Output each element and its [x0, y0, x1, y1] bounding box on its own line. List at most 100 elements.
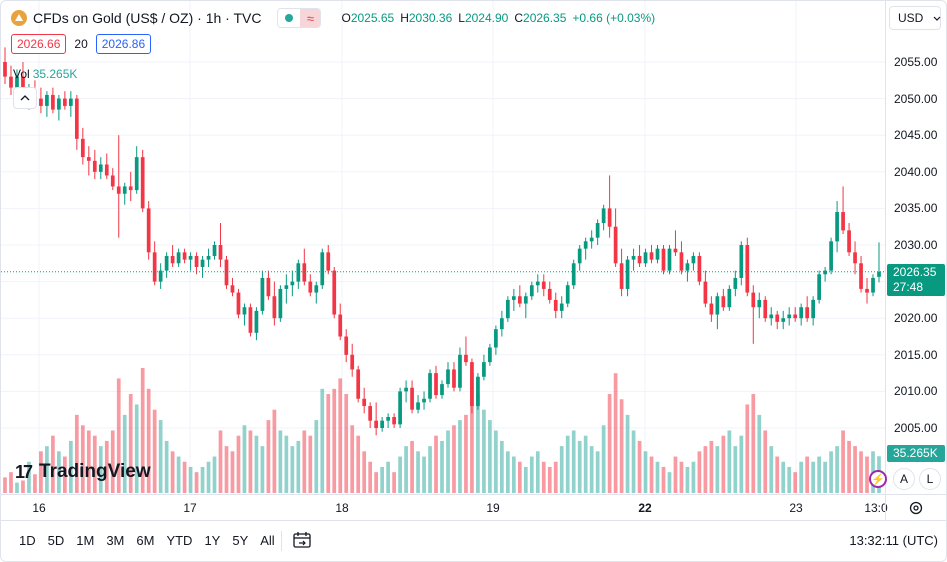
candle-body	[338, 314, 343, 337]
candle-body	[410, 387, 414, 410]
volume-bar	[104, 440, 109, 493]
candle	[625, 255, 630, 297]
candle-body	[63, 98, 67, 106]
candle	[134, 146, 139, 194]
candle	[39, 87, 43, 114]
candlestick-chart[interactable]	[1, 1, 885, 494]
tradingview-logo[interactable]: 17 TradingView	[15, 461, 151, 483]
candle-body	[661, 248, 666, 271]
volume-bar	[583, 435, 588, 493]
buy-button[interactable]: 2026.86	[95, 34, 152, 54]
candle	[230, 277, 235, 297]
candle	[254, 307, 259, 341]
candle-body	[835, 212, 839, 242]
status-dot-icon	[285, 14, 294, 22]
volume-bar	[649, 456, 654, 493]
candle	[272, 281, 277, 326]
range-button-3m[interactable]: 3M	[106, 533, 125, 548]
candle-body	[86, 157, 91, 161]
candle-body	[332, 270, 337, 315]
volume-bar	[338, 378, 343, 493]
range-button-all[interactable]: All	[260, 533, 275, 548]
range-button-1y[interactable]: 1Y	[204, 533, 221, 548]
volume-bar	[3, 477, 7, 493]
price-axis[interactable]: 2055.00 2050.00 2045.00 2040.00 2035.00 2030.…	[885, 1, 946, 494]
volume-bar	[703, 446, 708, 493]
chart-pane[interactable]	[1, 1, 885, 494]
gold-coin-icon[interactable]	[11, 10, 27, 26]
log-scale-button[interactable]: L	[919, 468, 941, 490]
volume-bar	[272, 409, 277, 493]
candle	[877, 242, 881, 283]
range-button-5y[interactable]: 5Y	[232, 533, 249, 548]
candle-body	[110, 175, 115, 187]
log-scale-label: L	[926, 472, 934, 486]
candle	[619, 248, 624, 297]
candle	[110, 168, 115, 191]
currency-dropdown[interactable]: USD	[889, 6, 941, 30]
time-axis[interactable]: 16 17 18 19 22 23 13:0	[1, 494, 888, 521]
range-button-1m[interactable]: 1M	[76, 533, 95, 548]
candle-body	[733, 277, 738, 289]
candle	[667, 245, 672, 275]
candle-body	[494, 329, 498, 348]
volume-bar	[332, 388, 337, 493]
volume-bar	[446, 430, 450, 493]
price-tick-label: 2055.00	[894, 55, 938, 69]
volume-bar	[350, 425, 355, 493]
axis-settings-corner[interactable]	[885, 494, 946, 521]
candle	[547, 281, 552, 304]
candle-body	[757, 299, 762, 308]
price-tick-label: 2010.00	[894, 384, 938, 399]
collapse-legend-button[interactable]	[13, 87, 37, 109]
calendar-range-icon[interactable]	[291, 529, 313, 551]
range-button-1d[interactable]: 1D	[19, 533, 36, 548]
candle-body	[655, 248, 660, 260]
candle	[571, 259, 576, 289]
volume-bar	[152, 409, 157, 493]
price-tick-label: 2035.00	[894, 201, 938, 216]
volume-bar	[380, 466, 384, 493]
candle	[559, 296, 564, 319]
volume-bar	[320, 388, 325, 493]
auto-scale-button[interactable]: A	[893, 468, 915, 490]
candle	[541, 274, 546, 297]
market-status-pill[interactable]: ≈	[277, 8, 322, 28]
candle-body	[380, 420, 384, 428]
range-button-6m[interactable]: 6M	[136, 533, 155, 548]
candle-body	[206, 255, 211, 260]
lightning-icon[interactable]: ⚡	[869, 470, 887, 488]
volume-bar	[637, 440, 642, 493]
candle-body	[877, 271, 881, 277]
range-button-ytd[interactable]: YTD	[166, 533, 193, 548]
bottom-toolbar: 1D 5D 1M 3M 6M YTD 1Y 5Y All 13:32:11 (UTC)	[1, 520, 946, 561]
candle-body	[176, 252, 181, 264]
volume-bar	[817, 456, 821, 493]
volume-legend[interactable]: Vol 35.265K	[13, 67, 77, 81]
close-label: C	[514, 11, 524, 25]
volume-bar	[727, 430, 732, 493]
candle	[488, 343, 492, 366]
price-tick-label: 2020.00	[894, 311, 938, 326]
range-button-5d[interactable]: 5D	[47, 533, 65, 548]
candle-body	[637, 255, 642, 264]
volume-bar	[607, 394, 612, 493]
candle-body	[721, 296, 726, 308]
candle-body	[116, 186, 121, 194]
candle	[601, 204, 606, 231]
candle	[3, 47, 7, 84]
bar-countdown: 27:48	[893, 280, 924, 294]
volume-bar	[122, 414, 127, 493]
volume-bar	[511, 456, 516, 493]
volume-bar	[757, 414, 762, 493]
symbol-title[interactable]: CFDs on Gold (US$ / OZ) · 1h · TVC	[33, 10, 262, 26]
gear-icon[interactable]	[908, 500, 924, 516]
volume-bar	[613, 373, 618, 493]
sell-button[interactable]: 2026.66	[11, 34, 67, 54]
volume-bar	[488, 420, 492, 493]
candle-body	[625, 259, 630, 289]
candle	[320, 248, 325, 289]
candle	[853, 241, 857, 275]
utc-clock[interactable]: 13:32:11 (UTC)	[849, 533, 938, 548]
candle-body	[188, 255, 193, 260]
